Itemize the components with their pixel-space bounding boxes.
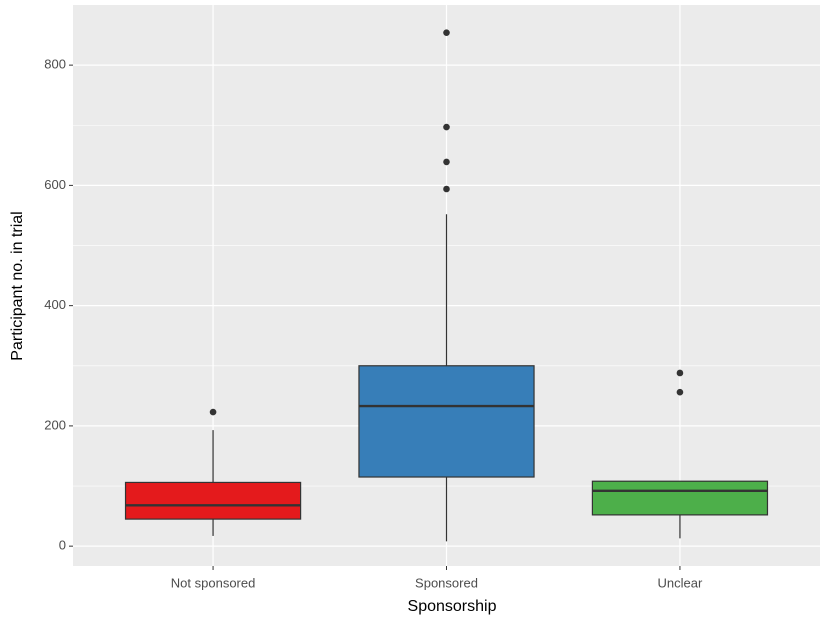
outlier [443, 158, 450, 166]
outlier [676, 369, 684, 377]
x-axis-title: Sponsorship [408, 598, 497, 615]
y-tick-label: 200 [44, 417, 66, 432]
outlier [209, 408, 217, 416]
box [358, 365, 535, 478]
box [124, 481, 302, 520]
outlier [676, 388, 684, 396]
y-tick-label: 0 [59, 538, 66, 553]
x-tick-label: Unclear [658, 575, 703, 590]
box [591, 480, 769, 516]
y-tick-label: 400 [44, 297, 66, 312]
y-tick-label: 600 [44, 177, 66, 192]
outlier [443, 123, 450, 131]
outlier [443, 185, 450, 193]
x-tick-label: Sponsored [415, 575, 478, 590]
y-tick-label: 800 [44, 57, 66, 72]
outlier [443, 29, 450, 36]
y-axis-title: Participant no. in trial [9, 211, 26, 360]
x-tick-label: Not sponsored [171, 575, 256, 590]
